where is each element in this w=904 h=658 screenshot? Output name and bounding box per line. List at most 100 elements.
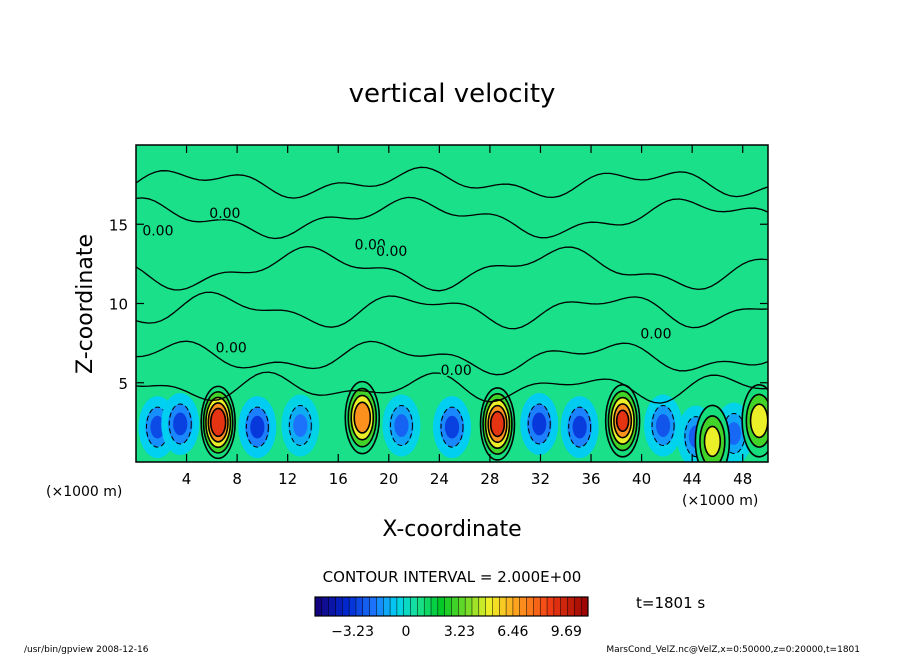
zero-contour-1 (136, 166, 768, 199)
colorbar-segment-26 (485, 597, 493, 616)
downdraft-cell-7 (532, 412, 547, 436)
colorbar-segment-4 (335, 597, 343, 616)
colorbar-segment-1 (315, 597, 323, 616)
x-tick-label-2: 8 (232, 470, 242, 488)
colorbar-segment-22 (458, 597, 466, 616)
colorbar-segment-27 (492, 597, 500, 616)
contour-label-2: 0.00 (376, 244, 407, 260)
downdraft-cell-3 (250, 415, 265, 439)
colorbar-segment-28 (499, 597, 507, 616)
x-axis-label: X-coordinate (382, 517, 521, 542)
negative-contour-3 (245, 406, 269, 448)
footer-left: /usr/bin/gpview 2008-12-16 (24, 645, 149, 654)
downdraft-cell-5 (394, 414, 409, 437)
colorbar-segment-16 (417, 597, 425, 616)
updraft-4-contour-8 (615, 409, 630, 433)
colorbar-segment-34 (540, 597, 548, 616)
colorbar-tick-label-3: 3.23 (444, 624, 475, 640)
colorbar-segment-3 (328, 597, 336, 616)
updraft-5-contour-4 (703, 425, 722, 458)
colorbar-segment-37 (560, 597, 569, 616)
y-axis-label: Z-coordinate (73, 234, 98, 374)
downdraft-cell-9 (655, 414, 671, 437)
x-tick-label-8: 32 (531, 470, 550, 488)
contour-label-3: 0.00 (209, 206, 240, 222)
colorbar-segment-20 (444, 597, 452, 616)
time-label: t=1801 s (636, 594, 705, 612)
negative-contour-5 (389, 405, 413, 447)
zero-contour-2 (136, 196, 768, 240)
colorbar-tick-label-5: 9.69 (551, 624, 582, 640)
downdraft-cell-4 (293, 414, 308, 437)
colorbar-segment-24 (471, 597, 480, 616)
downdraft-cell-11 (726, 422, 741, 445)
colorbar-segment-2 (321, 597, 330, 616)
contour-interval-text: CONTOUR INTERVAL = 2.000E+00 (323, 568, 582, 586)
x-tick-label-7: 28 (480, 470, 499, 488)
colorbar-tick-label-2: 0 (402, 624, 411, 640)
colorbar-segment-38 (567, 597, 575, 616)
colorbar-segment-23 (465, 597, 473, 616)
downdraft-cell-8 (572, 415, 587, 439)
colorbar-segment-13 (396, 597, 405, 616)
colorbar-segment-19 (437, 597, 446, 616)
x-tick-label-4: 16 (329, 470, 348, 488)
colorbar-segment-15 (410, 597, 418, 616)
colorbar-segment-35 (547, 597, 555, 616)
colorbar-frame (314, 596, 589, 617)
contour-label-5: 0.00 (216, 341, 247, 357)
x-tick-label-12: 48 (733, 470, 752, 488)
downdraft-cell-6 (444, 415, 460, 439)
zero-contour-4 (136, 291, 768, 330)
colorbar-segment-29 (506, 597, 514, 616)
downdraft-cell-2 (173, 412, 188, 436)
x-tick-label-10: 40 (632, 470, 651, 488)
updraft-3-contour-8 (489, 410, 506, 438)
zero-contour-6 (136, 371, 768, 404)
colorbar-tick-label-1: −3.23 (331, 624, 374, 640)
colorbar-segment-14 (403, 597, 412, 616)
colorbar-segment-8 (362, 597, 371, 616)
updraft-6-contour-4 (749, 403, 768, 439)
negative-contour-4 (288, 405, 312, 447)
colorbar-segment-32 (526, 597, 534, 616)
footer-right: MarsCond_VelZ.nc@VelZ,x=0:50000,z=0:2000… (606, 645, 860, 654)
colorbar-segment-36 (553, 597, 562, 616)
x-tick-label-3: 12 (278, 470, 297, 488)
negative-contour-2 (168, 403, 192, 445)
colorbar-segment-10 (376, 597, 384, 616)
x-tick-label-11: 44 (683, 470, 702, 488)
colorbar-segment-18 (431, 597, 439, 616)
colorbar-segment-25 (478, 597, 487, 616)
y-tick-label-3: 15 (109, 216, 128, 234)
negative-contour-8 (568, 406, 592, 448)
colorbar-segment-11 (383, 597, 391, 616)
y-tick-label-2: 10 (109, 296, 128, 314)
chart-title: vertical velocity (349, 79, 556, 109)
negative-contour-9 (651, 405, 675, 447)
colorbar-segment-6 (349, 597, 357, 616)
colorbar-segment-39 (574, 597, 582, 616)
colorbar-segment-7 (355, 597, 364, 616)
negative-contour-6 (440, 406, 464, 448)
colorbar-segment-40 (581, 597, 589, 616)
colorbar-segment-9 (369, 597, 377, 616)
colorbar-segment-12 (390, 597, 398, 616)
x-tick-label-1: 4 (182, 470, 192, 488)
colorbar-segment-5 (342, 597, 350, 616)
x-unit-label: (×1000 m) (682, 493, 758, 509)
contour-label-1: 0.00 (355, 238, 386, 254)
zero-contour-5 (136, 340, 768, 376)
colorbar-segment-21 (451, 597, 459, 616)
y-tick-label-1: 5 (118, 375, 128, 393)
contour-label-4: 0.00 (142, 223, 173, 239)
y-unit-label: (×1000 m) (46, 484, 122, 500)
colorbar-segment-17 (424, 597, 432, 616)
contour-label-7: 0.00 (640, 326, 671, 342)
zero-contour-3 (136, 245, 768, 292)
negative-contour-7 (527, 403, 551, 445)
updraft-1-contour-8 (209, 407, 227, 438)
contour-label-6: 0.00 (441, 363, 472, 379)
